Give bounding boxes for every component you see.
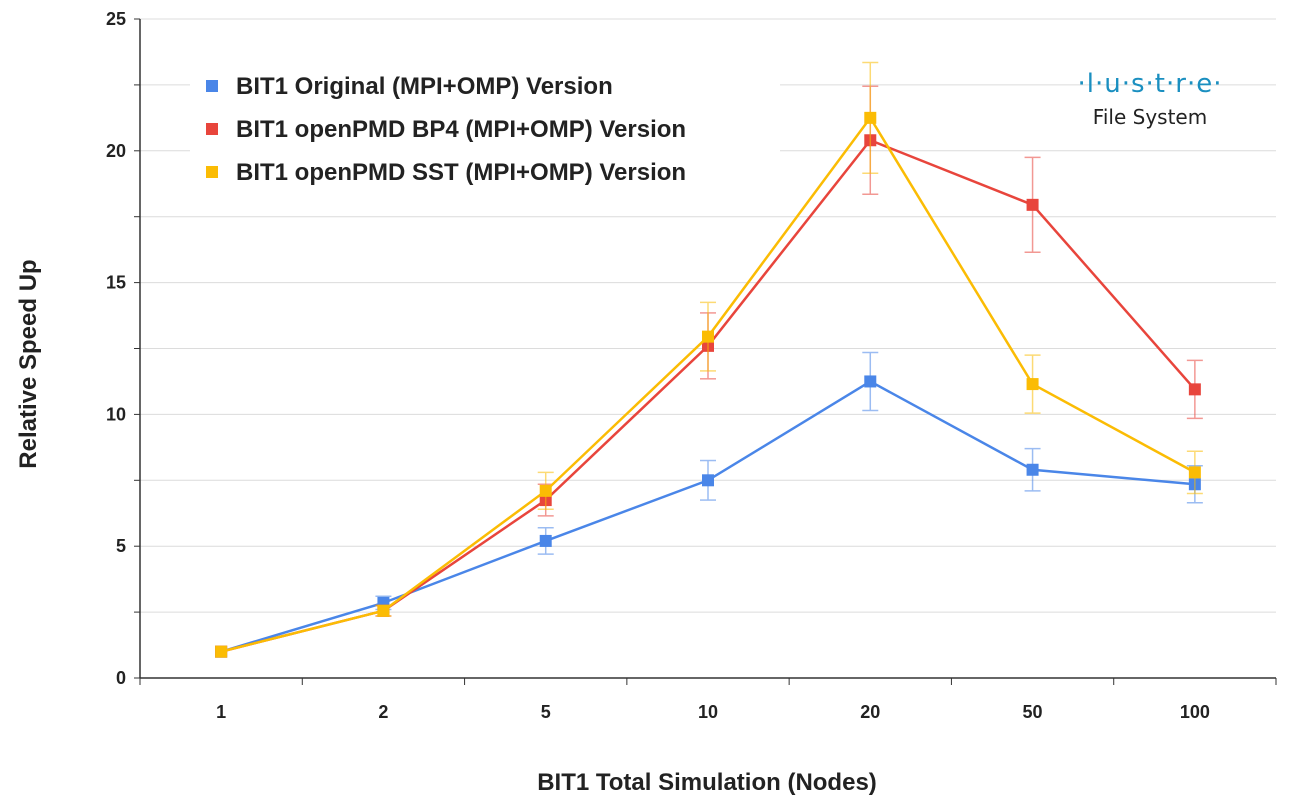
data-point-2 xyxy=(377,604,390,617)
y-tick-label: 25 xyxy=(106,9,126,29)
y-tick-label: 10 xyxy=(106,404,126,424)
data-point-50 xyxy=(1026,378,1039,391)
data-point-10 xyxy=(702,474,714,487)
series xyxy=(215,61,1203,658)
y-tick-label: 5 xyxy=(116,536,126,556)
data-point-20 xyxy=(864,375,877,388)
y-tick-label: 0 xyxy=(116,668,126,688)
series-0 xyxy=(215,351,1203,658)
x-tick-label-2: 2 xyxy=(378,702,388,722)
x-tick-label-5: 5 xyxy=(541,702,551,722)
legend-swatch xyxy=(206,123,218,135)
lustre-logo: ·l·u·s·t·r·e· File System xyxy=(1078,69,1223,129)
data-point-100 xyxy=(1188,466,1201,479)
legend-label: BIT1 openPMD BP4 (MPI+OMP) Version xyxy=(236,116,686,143)
legend: BIT1 Original (MPI+OMP) Version BIT1 open… xyxy=(190,62,780,200)
data-point-100 xyxy=(1188,383,1201,396)
series-2 xyxy=(215,61,1203,658)
legend-background xyxy=(190,62,780,200)
x-tick-label-50: 50 xyxy=(1023,702,1043,722)
x-tick-label-20: 20 xyxy=(860,702,880,722)
x-axis-title: BIT1 Total Simulation (Nodes) xyxy=(537,769,877,796)
data-point-50 xyxy=(1026,198,1039,211)
data-point-5 xyxy=(539,484,552,497)
x-tick-label-100: 100 xyxy=(1180,702,1210,722)
legend-swatch xyxy=(206,166,218,178)
logo-file-system-text: File System xyxy=(1093,105,1207,129)
data-point-50 xyxy=(1026,463,1039,476)
logo-lustre-text: ·l·u·s·t·r·e· xyxy=(1078,69,1223,99)
legend-label: BIT1 openPMD SST (MPI+OMP) Version xyxy=(236,159,686,186)
y-tick-label: 15 xyxy=(106,273,126,293)
legend-label: BIT1 Original (MPI+OMP) Version xyxy=(236,73,613,100)
series-line xyxy=(220,380,1195,653)
legend-swatch xyxy=(206,80,218,92)
data-point-1 xyxy=(215,645,228,658)
data-point-10 xyxy=(702,330,714,343)
y-tick-label: 20 xyxy=(106,141,126,161)
x-tick-label-10: 10 xyxy=(698,702,718,722)
x-tick-label-1: 1 xyxy=(216,702,226,722)
y-axis-title: Relative Speed Up xyxy=(15,259,42,468)
data-point-5 xyxy=(539,534,552,547)
data-point-20 xyxy=(864,111,877,124)
